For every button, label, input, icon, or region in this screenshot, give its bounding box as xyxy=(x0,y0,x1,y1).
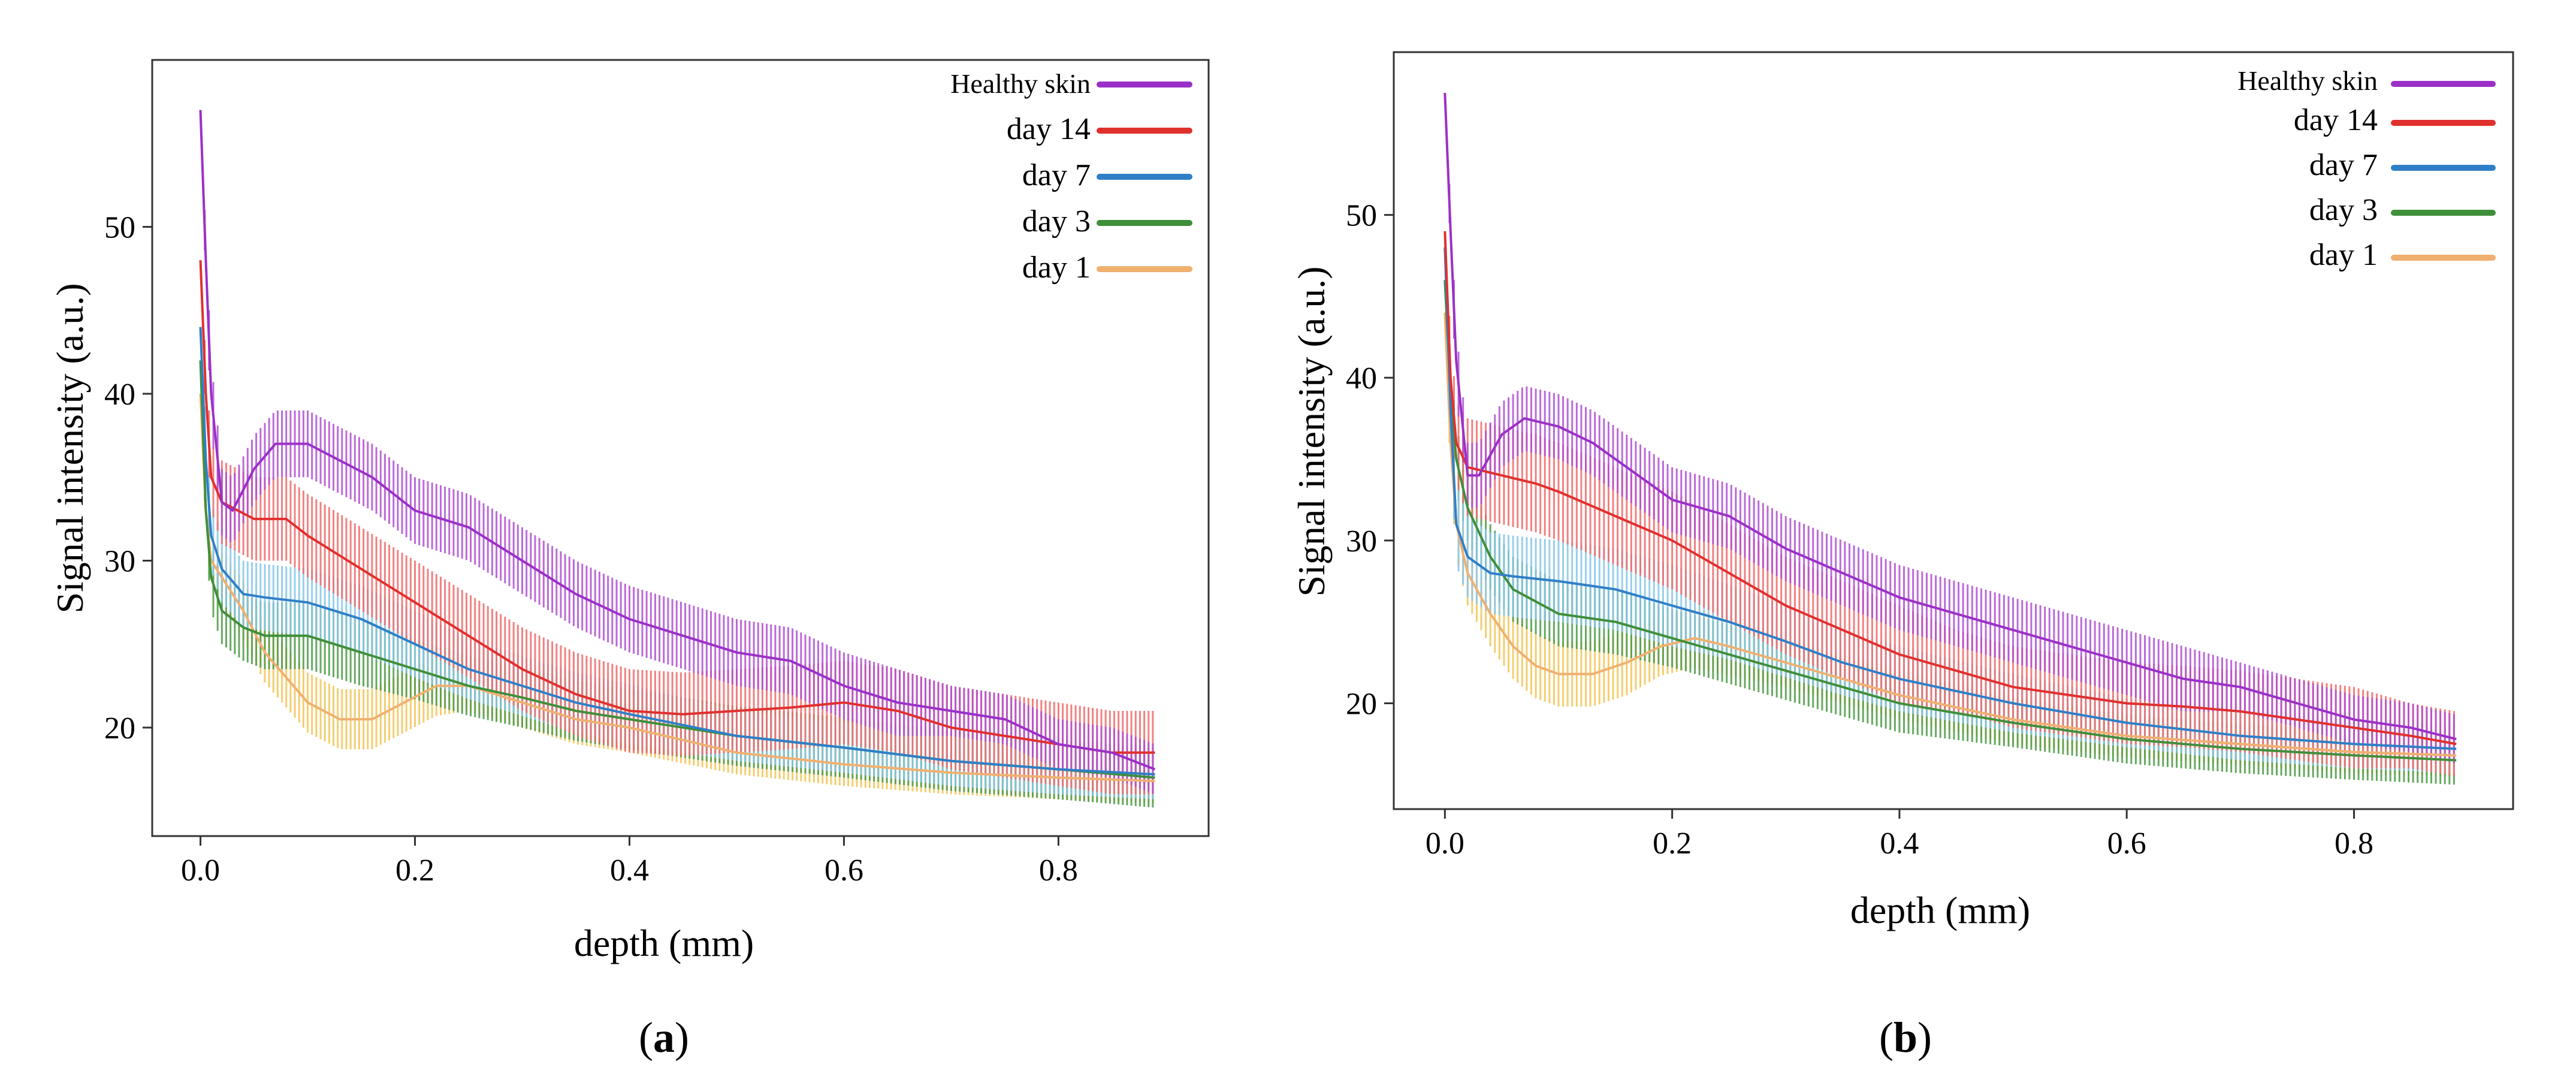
panel-a-y-ticks: 20 30 40 50 xyxy=(104,210,152,746)
panel-a-label-open: ( xyxy=(639,1013,653,1061)
panel-a-y-tick-label: 40 xyxy=(104,378,135,412)
panel-b-legend-label-healthy-skin: Healthy skin xyxy=(2237,65,2378,96)
panel-a-line-day-14 xyxy=(199,260,1155,754)
panel-a-y-tick-label: 30 xyxy=(104,544,135,578)
panel-b-y-tick-label: 50 xyxy=(1346,199,1377,233)
panel-b-error-bars xyxy=(1448,184,2455,785)
panel-b-x-ticks: 0.0 0.2 0.4 0.6 0.8 xyxy=(1426,809,2373,861)
panel-b-y-tick-label: 40 xyxy=(1346,361,1377,396)
panel-a-label: (a) xyxy=(639,1013,689,1061)
panel-a-label-letter: a xyxy=(653,1013,675,1061)
panel-a-line-day-1 xyxy=(199,393,1155,783)
panel-b-line-healthy-skin xyxy=(1443,92,2457,741)
panel-b-legend-label-day-14: day 14 xyxy=(2294,103,2378,137)
panel-a-x-axis-title: depth (mm) xyxy=(574,922,754,964)
panel-a-error-bars xyxy=(204,210,1154,808)
panel-b-line-day-1 xyxy=(1443,312,2457,757)
panel-b-line-day-3 xyxy=(1443,280,2457,762)
panel-a-y-tick-label: 20 xyxy=(104,711,135,746)
panel-a-label-close: ) xyxy=(675,1013,689,1061)
panel-a-x-tick-label: 0.2 xyxy=(395,853,434,888)
panel-b-legend-label-day-7: day 7 xyxy=(2309,148,2378,182)
panel-b-label-letter: b xyxy=(1894,1013,1917,1061)
panel-b-legend-label-day-1: day 1 xyxy=(2309,238,2378,272)
panel-b-legend-label-day-3: day 3 xyxy=(2309,193,2378,227)
panel-a-legend: Healthy skin day 14 day 7 day 3 day 1 xyxy=(950,68,1192,285)
panel-a-x-tick-label: 0.4 xyxy=(610,853,649,888)
panel-a-x-tick-label: 0.0 xyxy=(181,853,220,888)
panel-b-label-close: ) xyxy=(1917,1013,1932,1061)
panel-a-y-axis-title: Signal intensity (a.u.) xyxy=(49,283,91,613)
panel-b-y-ticks: 20 30 40 50 xyxy=(1346,199,1394,721)
panel-b-plot-frame xyxy=(1393,51,2514,810)
panel-b-y-axis-title: Signal intensity (a.u.) xyxy=(1290,266,1333,596)
panel-b-x-tick-label: 0.8 xyxy=(2335,826,2373,861)
panel-a-x-tick-label: 0.6 xyxy=(825,853,863,888)
panel-b-x-tick-label: 0.6 xyxy=(2107,826,2146,861)
panel-a: 0.0 0.2 0.4 0.6 0.8 20 30 40 50 depth (m… xyxy=(49,59,1210,1061)
panel-a-x-ticks: 0.0 0.2 0.4 0.6 0.8 xyxy=(181,836,1078,888)
panel-b-x-tick-label: 0.4 xyxy=(1880,826,1919,861)
panel-a-x-tick-label: 0.8 xyxy=(1039,853,1078,888)
panel-b-line-day-14 xyxy=(1443,231,2457,746)
panel-b-y-tick-label: 30 xyxy=(1346,524,1377,559)
panel-a-legend-label-day-1: day 1 xyxy=(1022,251,1091,285)
panel-a-legend-label-healthy-skin: Healthy skin xyxy=(950,68,1091,99)
panel-a-plot-frame xyxy=(151,59,1210,837)
panel-b-line-day-7 xyxy=(1443,247,2457,750)
panel-a-legend-label-day-14: day 14 xyxy=(1007,112,1091,146)
panel-a-y-tick-label: 50 xyxy=(104,210,135,245)
panel-b-y-tick-label: 20 xyxy=(1346,687,1377,721)
panel-a-line-day-7 xyxy=(199,327,1155,776)
panel-b-label-open: ( xyxy=(1879,1013,1894,1061)
panel-b-x-tick-label: 0.0 xyxy=(1426,826,1464,861)
panel-b-legend: Healthy skin day 14 day 7 day 3 day 1 xyxy=(2237,65,2496,272)
panel-b-lines xyxy=(1443,92,2457,762)
panel-b-label: (b) xyxy=(1879,1013,1932,1061)
panel-a-legend-label-day-7: day 7 xyxy=(1022,158,1091,192)
panel-a-lines xyxy=(199,110,1156,783)
panel-a-legend-label-day-3: day 3 xyxy=(1022,204,1091,239)
panel-b: 0.0 0.2 0.4 0.6 0.8 20 30 40 50 depth (m… xyxy=(1290,51,2514,1061)
panel-b-x-axis-title: depth (mm) xyxy=(1850,889,2030,931)
panel-b-x-tick-label: 0.2 xyxy=(1653,826,1692,861)
panel-a-line-healthy-skin xyxy=(199,110,1156,771)
